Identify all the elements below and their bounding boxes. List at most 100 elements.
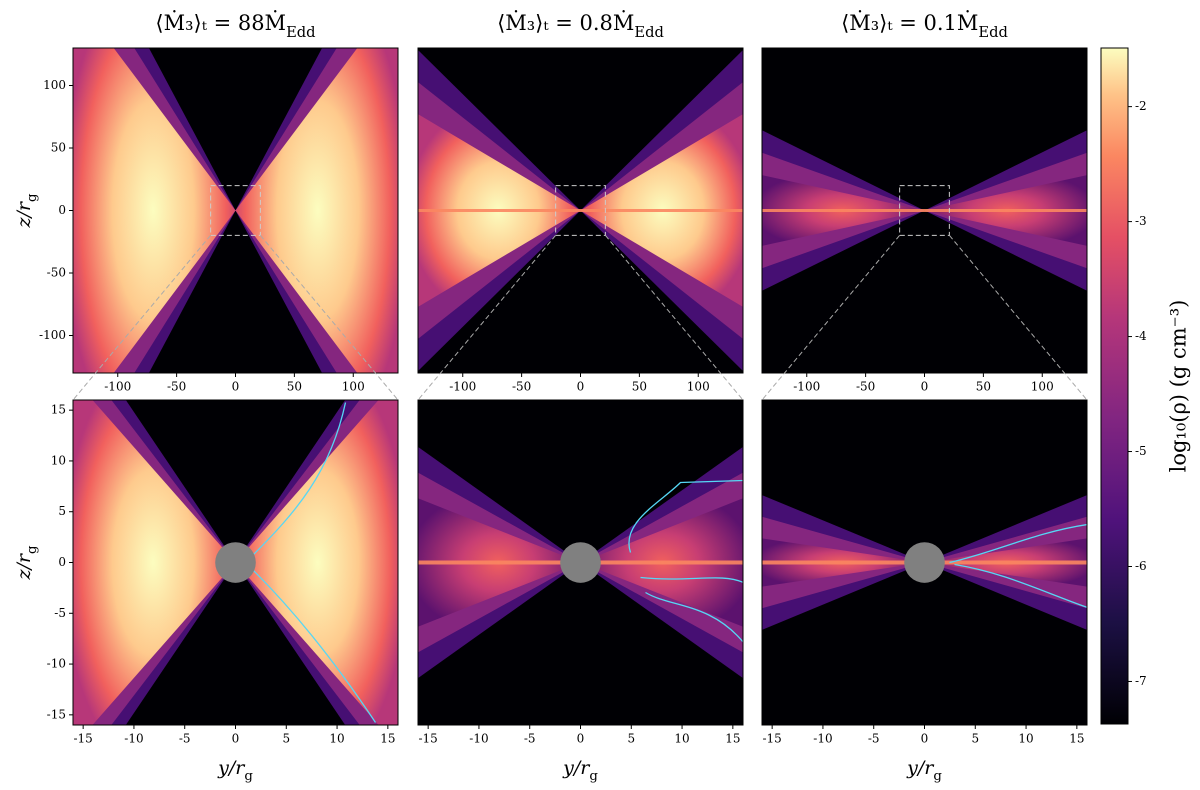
colorbar-tick-label: -6: [1135, 559, 1147, 573]
y-tick-label: 5: [58, 504, 66, 518]
title: ⟨Ṁ₃⟩ₜ = 0.1Ṁ: [841, 11, 978, 35]
ylabel: z/r: [13, 552, 35, 580]
contour: [628, 479, 743, 553]
zoom-line: [72, 235, 212, 401]
y-tick-label: -50: [47, 266, 66, 280]
xlabel: y/r: [217, 757, 246, 779]
xlabel: y/r: [562, 757, 591, 779]
ylabel-sub: g: [25, 193, 40, 202]
title-sub: Edd: [978, 24, 1008, 41]
disk-wedge: [73, 400, 236, 725]
y-tick-label: 0: [58, 203, 66, 217]
x-tick-label: -5: [868, 732, 880, 746]
y-tick-label: 50: [51, 141, 66, 155]
y-tick-label: 0: [58, 555, 66, 569]
title: ⟨Ṁ₃⟩ₜ = 0.8Ṁ: [497, 11, 634, 35]
heatmap-heatmap: [418, 400, 743, 725]
heatmap-heatmap: [762, 400, 1087, 725]
x-tick-label: -50: [167, 380, 186, 394]
y-tick-label: -100: [39, 328, 66, 342]
xlabel-text: y/rg: [906, 757, 942, 784]
xlabel-sub: g: [244, 769, 253, 784]
y-tick-label: -15: [47, 707, 66, 721]
x-tick-label: 15: [1069, 732, 1084, 746]
x-tick-label: 5: [627, 732, 635, 746]
ylabel: z/r: [13, 200, 35, 228]
xlabel: y/r: [906, 757, 935, 779]
x-tick-label: 10: [329, 732, 344, 746]
x-tick-label: -50: [856, 380, 875, 394]
x-tick-label: -100: [104, 380, 131, 394]
y-tick-label: 10: [51, 453, 66, 467]
x-tick-label: -5: [524, 732, 536, 746]
colorbar-tick-label: -2: [1135, 99, 1147, 113]
x-tick-label: 100: [687, 380, 710, 394]
colorbar-tick-label: -3: [1135, 214, 1147, 228]
disk-wedge: [235, 400, 398, 725]
contour: [640, 576, 743, 643]
contour: [949, 523, 1087, 609]
x-tick-label: -15: [73, 732, 92, 746]
zoom-line: [604, 235, 744, 401]
title-sub: Edd: [634, 24, 664, 41]
heatmap-heatmap: [73, 48, 398, 373]
x-tick-label: 100: [342, 380, 365, 394]
title-text: ⟨Ṁ₃⟩ₜ = 0.1ṀEdd: [841, 11, 1008, 41]
colorbar-label: log₁₀(ρ) (g cm⁻³): [1167, 300, 1191, 473]
x-tick-label: 0: [577, 732, 585, 746]
x-tick-label: 0: [232, 380, 240, 394]
y-tick-label: -5: [54, 606, 66, 620]
colorbar-tick-label: -5: [1135, 444, 1147, 458]
x-tick-label: -10: [469, 732, 488, 746]
x-tick-label: 15: [725, 732, 740, 746]
disk-wedge: [235, 48, 398, 373]
x-tick-label: -100: [449, 380, 476, 394]
xlabel-sub: g: [589, 769, 598, 784]
disk-wedge: [73, 48, 236, 373]
zoom-line: [417, 235, 557, 401]
x-tick-label: 0: [921, 380, 929, 394]
colorbar-tick-label: -7: [1135, 674, 1147, 688]
colorbar: [1100, 47, 1129, 725]
x-tick-label: -100: [793, 380, 820, 394]
zoom-box: [555, 185, 606, 236]
x-tick-label: 10: [1018, 732, 1033, 746]
horizon: [904, 542, 945, 583]
ylabel-text: z/rg: [13, 193, 40, 229]
x-tick-label: 5: [282, 732, 290, 746]
x-tick-label: -5: [179, 732, 191, 746]
zoom-line: [761, 235, 901, 401]
title-sub: Edd: [286, 24, 316, 41]
xlabel-text: y/rg: [217, 757, 253, 784]
x-tick-label: 15: [380, 732, 395, 746]
x-tick-label: -10: [813, 732, 832, 746]
x-tick-label: 50: [632, 380, 647, 394]
xlabel-sub: g: [933, 769, 942, 784]
heatmap-heatmap: [418, 48, 743, 373]
horizon: [560, 542, 601, 583]
horizon: [215, 542, 256, 583]
x-tick-label: -15: [418, 732, 437, 746]
contour: [253, 402, 347, 555]
y-tick-label: -10: [47, 657, 66, 671]
x-tick-label: -10: [124, 732, 143, 746]
colorbar-tick-label: -4: [1135, 329, 1147, 343]
x-tick-label: 0: [232, 732, 240, 746]
title-text: ⟨Ṁ₃⟩ₜ = 88ṀEdd: [155, 11, 315, 41]
contour: [253, 570, 377, 723]
ylabel-text: z/rg: [13, 545, 40, 581]
x-tick-label: -15: [762, 732, 781, 746]
zoom-line: [259, 235, 399, 401]
zoom-box: [899, 185, 950, 236]
heatmap-heatmap: [762, 48, 1087, 373]
y-tick-label: 100: [43, 78, 66, 92]
y-tick-label: 15: [51, 403, 66, 417]
title: ⟨Ṁ₃⟩ₜ = 88Ṁ: [155, 11, 286, 35]
x-tick-label: 50: [287, 380, 302, 394]
ylabel-sub: g: [25, 545, 40, 554]
x-tick-label: 0: [921, 732, 929, 746]
x-tick-label: 10: [674, 732, 689, 746]
heatmap-heatmap: [73, 400, 398, 725]
zoom-line: [948, 235, 1088, 401]
x-tick-label: 0: [577, 380, 585, 394]
